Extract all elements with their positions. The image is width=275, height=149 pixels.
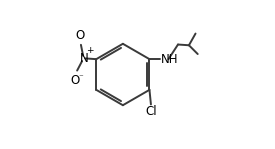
- Text: O: O: [76, 29, 85, 42]
- Text: NH: NH: [160, 53, 178, 66]
- Text: ⁻: ⁻: [78, 73, 83, 82]
- Text: +: +: [87, 46, 94, 55]
- Text: O: O: [71, 74, 80, 87]
- Text: N: N: [79, 52, 88, 65]
- Text: Cl: Cl: [145, 105, 157, 118]
